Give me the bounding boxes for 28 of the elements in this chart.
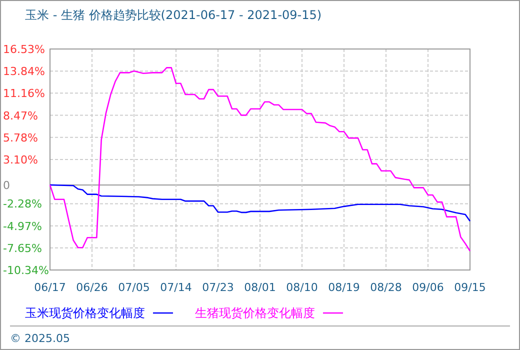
x-tick-label: 06/17 [34, 281, 66, 294]
y-tick-label: -4.97% [3, 220, 42, 233]
x-tick-label: 08/10 [286, 281, 318, 294]
y-tick-label: 11.16% [3, 87, 45, 100]
line-series [49, 184, 471, 222]
y-tick-label: -2.28% [3, 198, 42, 211]
x-tick-label: 08/19 [328, 281, 360, 294]
y-tick-label: 5.78% [3, 131, 38, 144]
x-tick-label: 09/06 [412, 281, 444, 294]
y-tick-label: -10.34% [3, 264, 49, 277]
x-tick-label: 08/28 [370, 281, 402, 294]
y-tick-label: 13.84% [3, 65, 45, 78]
legend-label: 生猪现货价格变化幅度 [195, 306, 315, 320]
x-tick-label: 07/23 [202, 281, 234, 294]
x-tick-label: 07/05 [118, 281, 150, 294]
y-tick-label: 16.53% [3, 43, 45, 56]
line-series [49, 67, 471, 252]
y-tick-label: 3.10% [3, 153, 38, 166]
y-tick-label: 0 [3, 178, 10, 192]
x-tick-label: 07/14 [160, 281, 192, 294]
x-tick-label: 08/01 [244, 281, 276, 294]
text: © 2025.05 [10, 332, 70, 345]
chart-title: 玉米 - 生猪 价格趋势比较(2021-06-17 - 2021-09-15) [25, 8, 322, 22]
x-tick-label: 09/15 [454, 281, 486, 294]
x-tick-label: 06/26 [76, 281, 108, 294]
y-tick-label: 8.47% [3, 109, 38, 122]
y-tick-label: -7.65% [3, 242, 42, 255]
legend-label: 玉米现货价格变化幅度 [25, 306, 145, 320]
